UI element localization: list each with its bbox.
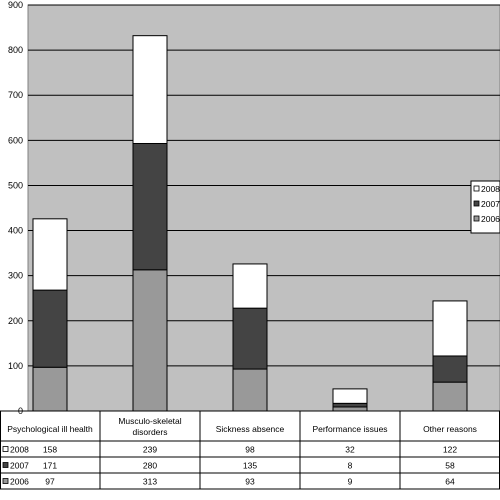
bar-segment-2008 — [232, 263, 268, 309]
y-tick-label: 700 — [8, 90, 23, 100]
table-row-label: 2008 — [10, 445, 29, 455]
table-cell-value: 64 — [445, 477, 455, 487]
category-label: Sickness absence — [216, 424, 285, 434]
legend-swatch-2007 — [473, 200, 480, 207]
bar-segment-2007 — [332, 402, 368, 408]
y-tick-label: 300 — [8, 271, 23, 281]
bar-segment-2007 — [232, 307, 268, 370]
y-tick-label: 400 — [8, 226, 23, 236]
category-label: Musculo-skeletal disorders — [118, 416, 181, 437]
table-cell-value: 58 — [445, 461, 455, 471]
bar-segment-2008 — [32, 218, 68, 291]
table-cell-value: 239 — [143, 445, 157, 455]
category-label: Performance issues — [312, 424, 387, 434]
y-tick-label: 900 — [8, 0, 23, 10]
table-cell-value: 97 — [45, 477, 55, 487]
table-row-label: 2007 — [10, 461, 29, 471]
legend-label: 2008 — [481, 184, 500, 194]
table-cell-value: 8 — [348, 461, 353, 471]
legend-swatch-2006 — [473, 215, 480, 222]
table-cell-value: 313 — [143, 477, 157, 487]
table-swatch-2008 — [2, 446, 9, 452]
y-tick-label: 200 — [8, 316, 23, 326]
table-swatch-2007 — [2, 462, 9, 468]
y-tick-label: 600 — [8, 135, 23, 145]
bar-segment-2008 — [432, 300, 468, 357]
data-table: Psychological ill health Musculo-skeletal… — [0, 410, 500, 490]
bars — [32, 35, 468, 412]
y-tick-label: 100 — [8, 361, 23, 371]
bar-segment-2006 — [332, 406, 368, 412]
legend-swatch-2008 — [473, 185, 480, 192]
bar-segment-2008 — [332, 388, 368, 404]
y-tick-label: 500 — [8, 180, 23, 190]
table-cell-value: 135 — [243, 461, 257, 471]
table-cell-value: 171 — [43, 461, 57, 471]
table-swatch-2006 — [2, 478, 9, 484]
category-label: Psychological ill health — [7, 424, 93, 434]
bar-segment-2006 — [32, 366, 68, 412]
table-cell-value: 32 — [345, 445, 355, 455]
bar-segment-2006 — [132, 269, 168, 412]
legend-label: 2007 — [481, 199, 500, 209]
table-cell-value: 158 — [43, 445, 57, 455]
bar-segment-2007 — [132, 142, 168, 271]
bar-segment-2008 — [132, 35, 168, 144]
table-cell-value: 93 — [245, 477, 255, 487]
category-label: Other reasons — [423, 424, 477, 434]
legend-label: 2006 — [481, 214, 500, 224]
table-cell-value: 122 — [443, 445, 457, 455]
bar-segment-2006 — [232, 368, 268, 412]
bar-segment-2007 — [32, 289, 68, 368]
y-tick-label: 800 — [8, 45, 23, 55]
table-cell-value: 9 — [348, 477, 353, 487]
bar-segment-2006 — [432, 381, 468, 412]
table-cell-value: 280 — [143, 461, 157, 471]
legend: 2008 2007 2006 — [470, 180, 500, 234]
bar-segment-2007 — [432, 355, 468, 383]
table-row-label: 2006 — [10, 477, 29, 487]
table-cell-value: 98 — [245, 445, 255, 455]
